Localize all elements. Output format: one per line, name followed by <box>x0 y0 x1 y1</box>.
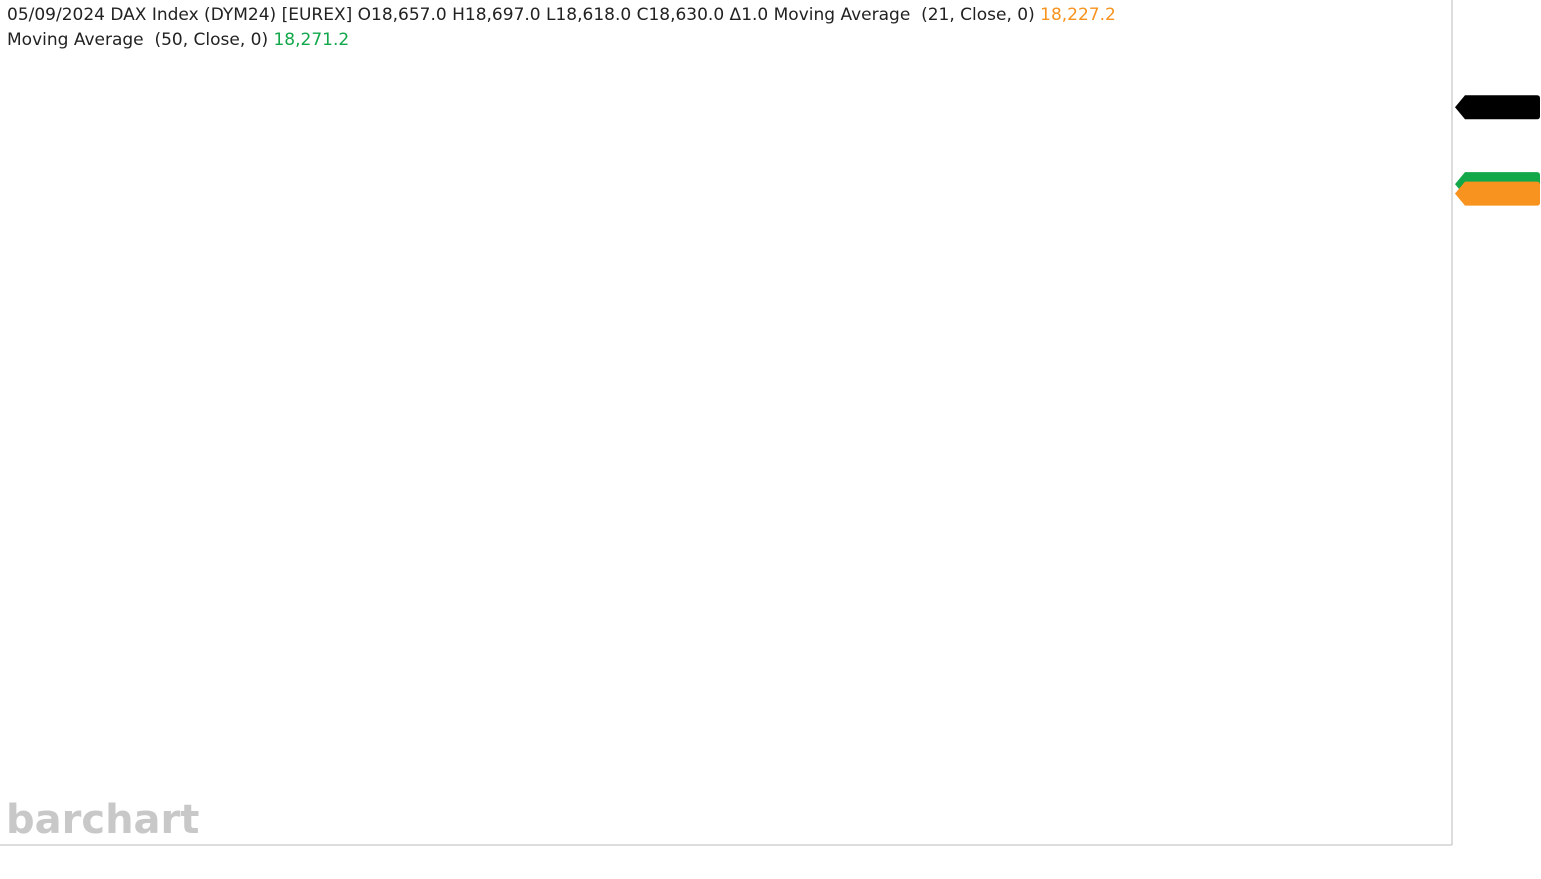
header: 05/09/2024 DAX Index (DYM24) [EUREX] O18… <box>7 3 1116 53</box>
header-text: 05/09/2024 DAX Index (DYM24) [EUREX] O18… <box>7 5 769 25</box>
legend-value: 18,227.2 <box>1040 5 1116 25</box>
watermark: barchart <box>6 797 199 843</box>
ma-value-tag <box>1455 181 1540 206</box>
legend-name: Moving Average (50, Close, 0) <box>7 30 269 50</box>
legend-value: 18,271.2 <box>273 30 350 50</box>
legend-name: Moving Average (21, Close, 0) <box>773 5 1035 25</box>
axes <box>1455 95 1540 206</box>
last-price-tag <box>1455 95 1540 120</box>
